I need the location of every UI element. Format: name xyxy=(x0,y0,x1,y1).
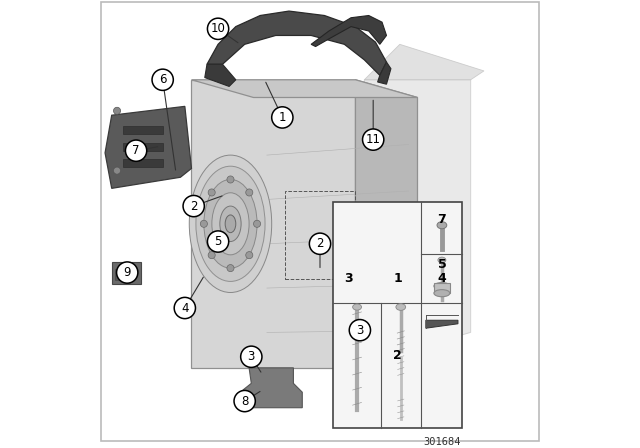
Circle shape xyxy=(309,233,331,254)
Bar xyxy=(434,284,450,293)
Circle shape xyxy=(253,220,260,227)
Text: 3: 3 xyxy=(248,350,255,363)
Text: 8: 8 xyxy=(241,395,248,408)
Polygon shape xyxy=(105,106,191,188)
Text: 5: 5 xyxy=(438,258,446,271)
Polygon shape xyxy=(191,80,355,368)
Ellipse shape xyxy=(434,283,450,290)
Circle shape xyxy=(234,391,255,412)
Text: 4: 4 xyxy=(438,272,446,285)
Text: 3: 3 xyxy=(344,272,353,285)
Circle shape xyxy=(207,231,228,252)
Circle shape xyxy=(208,189,215,196)
Circle shape xyxy=(246,252,253,258)
Polygon shape xyxy=(207,11,387,75)
Ellipse shape xyxy=(225,215,236,233)
Circle shape xyxy=(362,129,384,150)
Ellipse shape xyxy=(204,180,257,268)
Ellipse shape xyxy=(212,193,249,255)
Circle shape xyxy=(125,140,147,161)
Polygon shape xyxy=(426,320,458,328)
Bar xyxy=(123,159,163,167)
Text: 2: 2 xyxy=(393,349,402,362)
Circle shape xyxy=(152,69,173,90)
Text: 9: 9 xyxy=(124,266,131,279)
Text: 5: 5 xyxy=(214,235,221,248)
Text: 2: 2 xyxy=(316,237,324,250)
Circle shape xyxy=(246,189,253,196)
Ellipse shape xyxy=(437,222,447,229)
Circle shape xyxy=(113,167,120,174)
Bar xyxy=(112,263,141,284)
Ellipse shape xyxy=(196,166,265,281)
Polygon shape xyxy=(364,80,470,363)
Ellipse shape xyxy=(353,304,362,310)
Bar xyxy=(285,190,355,279)
Bar xyxy=(333,202,462,428)
Ellipse shape xyxy=(434,290,450,297)
Bar xyxy=(123,126,163,134)
Text: 1: 1 xyxy=(393,272,402,285)
Text: 10: 10 xyxy=(211,22,225,35)
Circle shape xyxy=(227,265,234,271)
Circle shape xyxy=(227,176,234,183)
Polygon shape xyxy=(240,368,302,408)
Circle shape xyxy=(272,107,293,128)
Text: 301684: 301684 xyxy=(423,436,461,447)
Circle shape xyxy=(207,18,228,39)
Text: 6: 6 xyxy=(159,73,166,86)
Circle shape xyxy=(116,262,138,283)
Text: 2: 2 xyxy=(190,199,198,213)
Ellipse shape xyxy=(220,206,241,241)
Circle shape xyxy=(208,252,215,258)
Polygon shape xyxy=(355,80,417,368)
Polygon shape xyxy=(191,80,417,98)
Circle shape xyxy=(200,220,207,227)
Bar xyxy=(123,143,163,151)
Circle shape xyxy=(183,195,204,217)
Bar xyxy=(115,269,124,280)
Ellipse shape xyxy=(438,257,446,263)
Text: 11: 11 xyxy=(365,133,381,146)
Polygon shape xyxy=(311,16,387,47)
Circle shape xyxy=(174,297,195,319)
Ellipse shape xyxy=(189,155,272,293)
Polygon shape xyxy=(378,62,391,84)
Text: 1: 1 xyxy=(278,111,286,124)
Text: 3: 3 xyxy=(356,323,364,336)
Ellipse shape xyxy=(396,304,406,310)
Text: 7: 7 xyxy=(438,213,446,226)
Circle shape xyxy=(241,346,262,367)
Polygon shape xyxy=(205,64,236,86)
Text: 4: 4 xyxy=(181,302,189,314)
Polygon shape xyxy=(364,44,484,80)
Text: 7: 7 xyxy=(132,144,140,157)
Circle shape xyxy=(349,319,371,341)
Circle shape xyxy=(113,107,120,114)
